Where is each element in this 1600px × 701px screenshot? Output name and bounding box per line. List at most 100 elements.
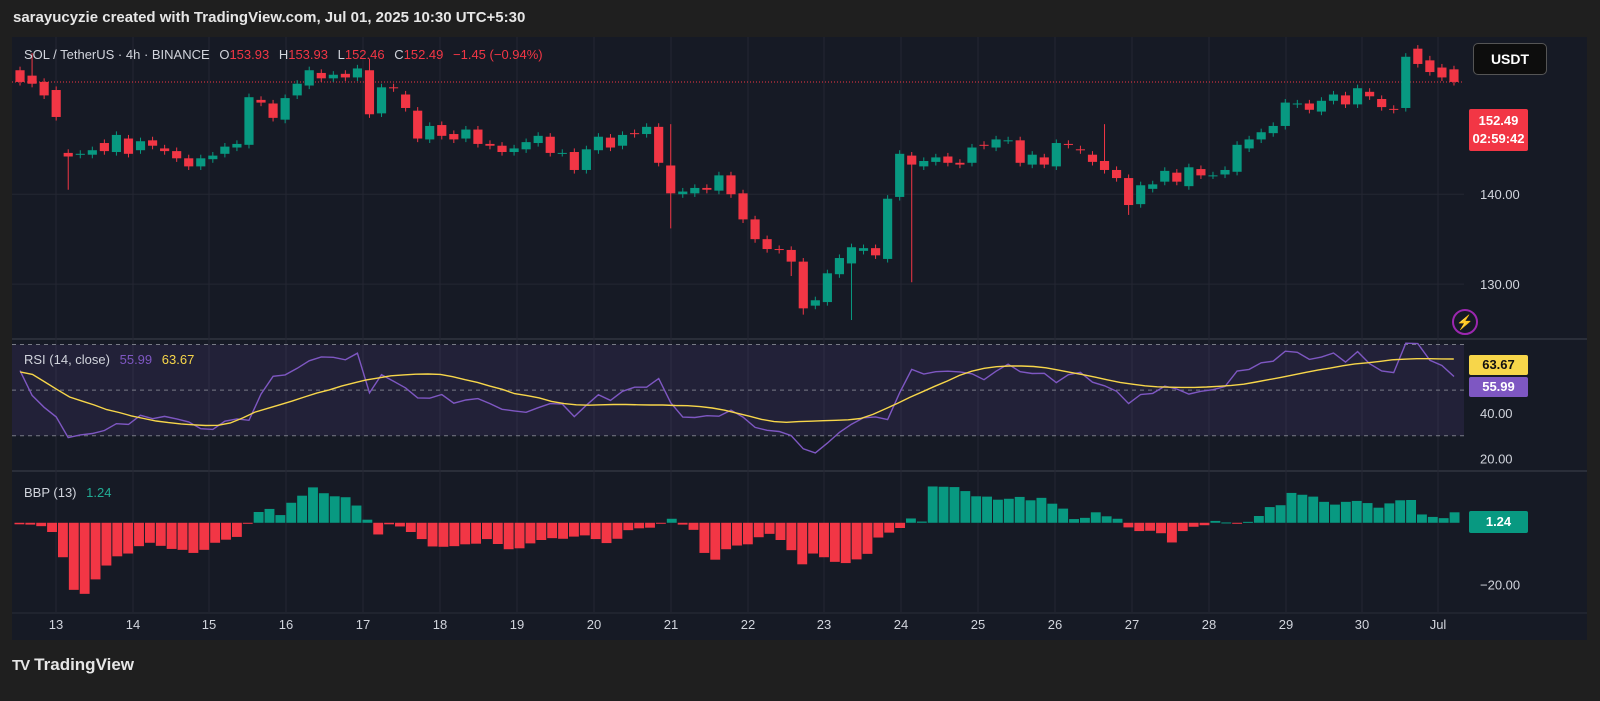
ohlc-open: O153.93 [219,47,270,62]
candle-body [1099,160,1110,170]
bbp-bar [1123,522,1134,528]
candle-body [858,248,869,251]
y-tick-label: 140.00 [1480,187,1520,202]
x-tick-label: 19 [510,617,524,632]
bbp-bar [199,522,210,550]
candle-body [1328,94,1339,101]
bbp-bar [1417,514,1427,523]
bbp-bar [492,522,503,544]
candle-body [244,97,254,145]
chart-canvas[interactable]: 13 14 15 16 17 18 19 20 21 22 23 24 25 26 27 28 29 30 Jul 1… [12,37,1587,640]
rsi-label[interactable]: RSI (14, close) [24,352,110,367]
candle-body [690,187,700,194]
ohlc-high: H153.93 [278,47,328,62]
bbp-bar [732,522,742,546]
candle-body [762,239,772,250]
candle-body [533,135,543,144]
chart-frame[interactable]: 13 14 15 16 17 18 19 20 21 22 23 24 25 26 27 28 29 30 Jul 1… [12,37,1587,640]
candle-body [160,148,170,152]
candle-body [810,300,820,306]
rsi-value-tag: 55.99 [1469,377,1528,397]
bbp-bar [1264,507,1275,523]
tradingview-logo[interactable]: TV TradingView [12,655,134,675]
bbp-bar [166,522,177,549]
bbp-bar [123,522,134,554]
bbp-bar [808,522,819,554]
candle-body [1039,157,1049,165]
candle-body [750,219,760,240]
lightning-icon[interactable]: ⚡ [1452,309,1478,335]
bbp-bar [1373,507,1384,523]
bbp-label[interactable]: BBP (13) [24,485,77,500]
bbp-bar [786,522,797,551]
bbp-bar [1427,516,1438,523]
bbp-bar [601,522,612,544]
bbp-bar [395,522,405,527]
candle-body [473,129,483,144]
bbp-bar [1351,500,1362,523]
candle-body [376,87,387,114]
bbp-bar [764,522,775,534]
bbp-bar [471,522,482,544]
bbp-bar [1134,522,1145,532]
bbp-bar [177,522,188,550]
candle-body [617,134,628,146]
candle-body [1087,154,1098,162]
bbp-bar [536,522,547,540]
candle-body [1268,125,1278,134]
bbp-bar [916,521,927,523]
candle-body [1232,144,1242,172]
bbp-bar [623,522,634,531]
candle-body [485,143,495,146]
candle-body [123,138,134,154]
bbp-bar [862,522,873,554]
bbp-bar [286,502,297,523]
bbp-legend[interactable]: BBP (13) 1.24 [24,485,117,500]
bbp-bar [416,522,427,540]
candle-body [931,157,941,162]
bbp-bar [101,522,112,566]
bbp-bar [36,522,47,527]
rsi-legend[interactable]: RSI (14, close) 55.99 63.67 [24,352,200,367]
bbp-bar [960,491,971,523]
candle-body [340,73,350,78]
bbp-bar [514,522,525,549]
bbp-bar [1058,508,1069,523]
candle-body [1244,139,1254,149]
symbol-name[interactable]: SOL / TetherUS · 4h · BINANCE [24,47,210,62]
bbp-bar [329,496,340,523]
bbp-bar [340,497,351,523]
candle-body [63,152,73,157]
bbp-bar [1014,496,1025,523]
bbp-bar [568,522,579,537]
bbp-bar [112,522,123,557]
candle-body [714,175,724,191]
bbp-bar [1330,504,1340,523]
symbol-legend[interactable]: SOL / TetherUS · 4h · BINANCE O153.93 H1… [24,47,549,62]
bbp-bar [906,518,916,523]
candle-body [111,134,122,153]
candle-body [1184,167,1194,187]
bbp-bar [210,522,221,543]
candle-body [1172,172,1182,182]
candle-body [1111,169,1122,179]
bbp-bar [721,522,732,550]
bbp-bar [873,522,884,538]
bbp-bar [1090,512,1101,523]
bbp-bar [373,522,384,535]
candle-body [425,125,435,140]
bbp-bar [742,522,753,545]
bbp-bar [221,522,231,540]
bbp-bar [840,522,851,564]
bbp-bar [1156,522,1166,534]
bbp-bar [188,522,199,553]
bbp-bar [503,522,514,550]
x-tick-label: 21 [664,617,678,632]
x-tick-label: 25 [971,617,985,632]
bbp-bar [90,522,101,580]
ohlc-low: L152.46 [337,47,385,62]
bbp-bar [1340,501,1351,523]
candle-body [172,151,182,159]
candle-body [256,99,266,103]
currency-button[interactable]: USDT [1473,43,1547,75]
